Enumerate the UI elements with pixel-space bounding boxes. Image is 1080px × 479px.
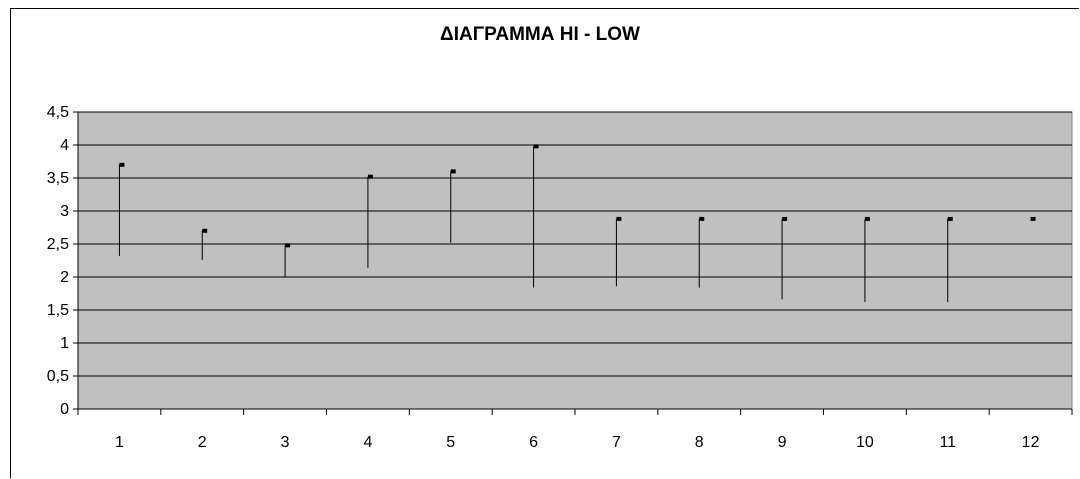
chart-frame	[10, 8, 1079, 478]
high-marker-3	[285, 243, 291, 248]
x-tick-label: 5	[446, 434, 455, 451]
y-tick-label: 4,5	[47, 104, 69, 121]
plot-area	[77, 111, 1073, 410]
high-marker-11	[947, 216, 953, 221]
x-tick-label: 11	[939, 434, 956, 451]
y-tick-label: 1	[60, 335, 69, 352]
x-tick-label: 7	[612, 434, 621, 451]
y-tick-label: 4	[60, 137, 69, 154]
x-tick-label: 1	[115, 434, 124, 451]
x-tick-label: 4	[363, 434, 372, 451]
y-tick-label: 3,5	[47, 170, 69, 187]
x-tick-label: 2	[198, 434, 207, 451]
x-tick-label: 3	[281, 434, 290, 451]
x-tick-label: 8	[695, 434, 704, 451]
y-tick-label: 2	[60, 269, 69, 286]
x-tick-label: 6	[529, 434, 538, 451]
y-tick-label: 0,5	[47, 368, 69, 385]
high-marker-9	[782, 216, 788, 221]
high-marker-12	[1030, 216, 1036, 221]
y-tick-label: 2,5	[47, 236, 69, 253]
x-tick-label: 9	[778, 434, 787, 451]
high-marker-5	[450, 169, 456, 174]
high-marker-2	[202, 228, 208, 233]
y-tick-label: 1,5	[47, 302, 69, 319]
high-marker-10	[864, 216, 870, 221]
high-marker-1	[119, 162, 125, 167]
y-tick-label: 0	[60, 401, 69, 418]
high-marker-4	[367, 174, 373, 179]
high-marker-6	[533, 144, 539, 149]
x-tick-label: 10	[856, 434, 874, 451]
y-tick-label: 3	[60, 203, 69, 220]
high-marker-7	[616, 216, 622, 221]
chart-title: ΔΙΑΓΡΑΜΜΑ HI - LOW	[440, 24, 640, 45]
x-tick-label: 12	[1022, 434, 1040, 451]
high-marker-8	[699, 216, 705, 221]
